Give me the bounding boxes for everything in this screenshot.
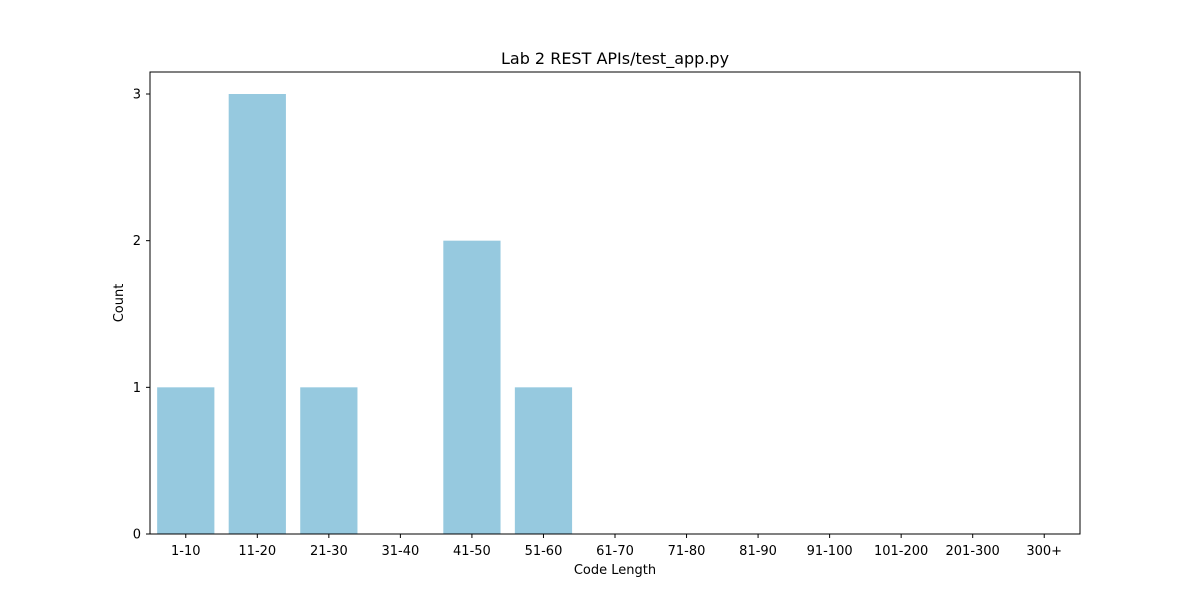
x-tick-label: 31-40 xyxy=(381,544,419,559)
x-tick-label: 71-80 xyxy=(668,544,706,559)
x-tick-label: 1-10 xyxy=(171,544,201,559)
bar-41-50 xyxy=(443,240,501,535)
x-tick-label: 11-20 xyxy=(238,544,276,559)
x-axis-label: Code Length xyxy=(574,563,656,578)
x-tick-label: 51-60 xyxy=(525,544,563,559)
y-tick-label: 2 xyxy=(133,234,141,249)
y-tick-label: 0 xyxy=(133,528,141,543)
y-tick-label: 3 xyxy=(133,88,141,103)
y-axis-ticks: 0 1 2 3 xyxy=(133,88,150,543)
plot-frame xyxy=(149,71,1081,535)
bar-21-30 xyxy=(300,387,358,534)
bar-1-10 xyxy=(157,387,215,534)
x-tick-label: 61-70 xyxy=(596,544,634,559)
x-tick-label: 91-100 xyxy=(807,544,853,559)
y-tick-label: 1 xyxy=(133,381,141,396)
x-tick-label: 101-200 xyxy=(874,544,928,559)
x-tick-label: 21-30 xyxy=(310,544,348,559)
bar-11-20 xyxy=(228,94,286,534)
y-axis-label: Count xyxy=(112,284,127,323)
x-tick-label: 41-50 xyxy=(453,544,491,559)
bar-51-60 xyxy=(514,387,573,534)
bars-group xyxy=(157,94,573,535)
x-tick-label: 201-300 xyxy=(946,544,1000,559)
chart-title: Lab 2 REST APIs/test_app.py xyxy=(501,49,729,69)
x-tick-label: 300+ xyxy=(1026,544,1062,559)
x-tick-label: 81-90 xyxy=(739,544,777,559)
x-axis-ticks: 1-10 11-20 21-30 31-40 41-50 51-60 61-70 71-80 8… xyxy=(171,534,1062,559)
